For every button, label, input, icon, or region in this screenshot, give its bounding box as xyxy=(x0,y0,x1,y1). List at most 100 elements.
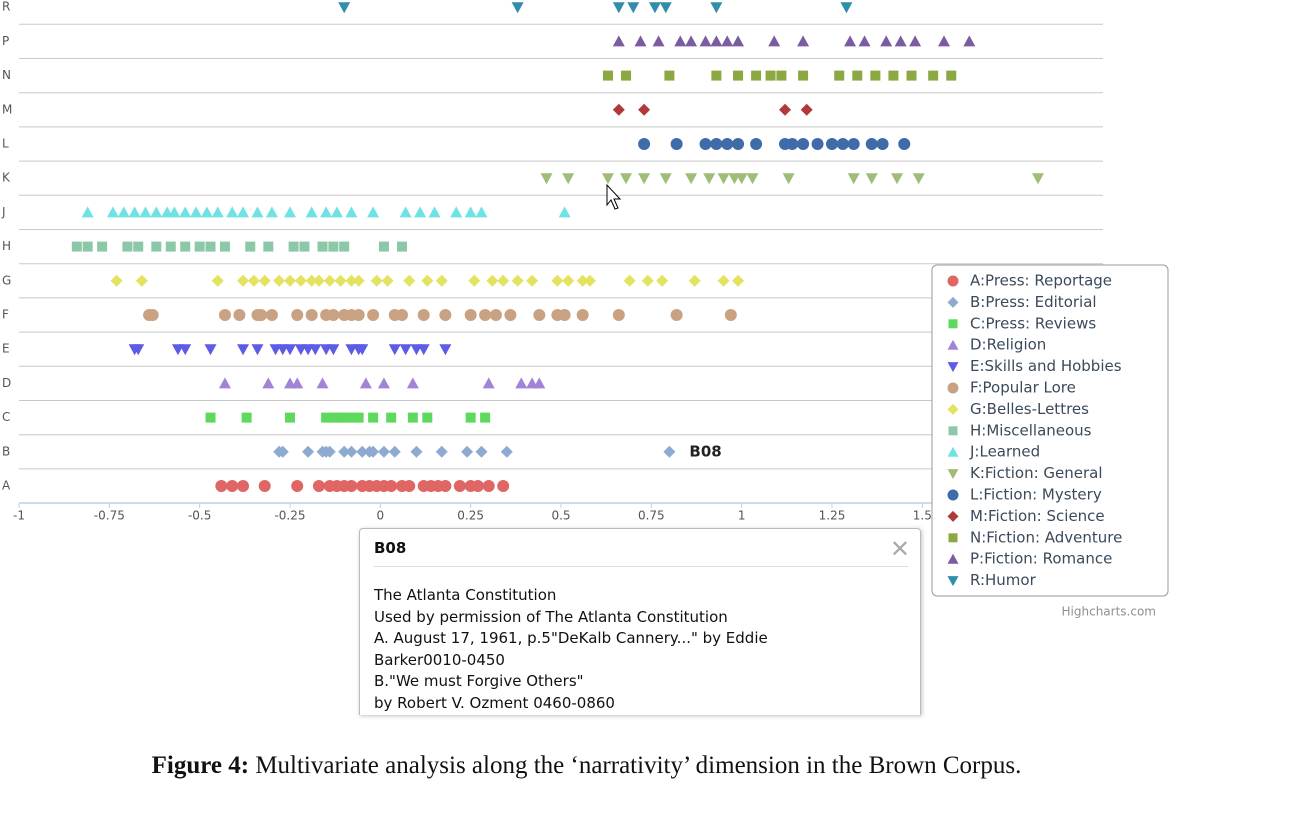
data-point[interactable] xyxy=(735,173,748,185)
data-point[interactable] xyxy=(97,241,108,252)
data-point[interactable] xyxy=(558,309,571,321)
data-point[interactable] xyxy=(797,35,810,47)
data-point[interactable] xyxy=(435,274,448,287)
data-point[interactable] xyxy=(717,274,730,287)
data-point[interactable] xyxy=(450,206,463,218)
data-point[interactable] xyxy=(562,274,575,287)
data-point[interactable] xyxy=(428,206,441,218)
data-point[interactable] xyxy=(284,274,296,287)
data-point[interactable] xyxy=(179,206,192,218)
data-point[interactable] xyxy=(500,445,513,458)
data-point[interactable] xyxy=(417,344,430,356)
data-point[interactable] xyxy=(399,344,412,356)
data-point[interactable] xyxy=(894,35,907,47)
data-point[interactable] xyxy=(334,274,347,287)
data-point[interactable] xyxy=(515,377,528,389)
data-point[interactable] xyxy=(468,274,481,287)
data-point[interactable] xyxy=(377,445,390,458)
data-point[interactable] xyxy=(826,138,838,150)
data-point[interactable] xyxy=(721,138,734,150)
data-point[interactable] xyxy=(558,206,571,218)
data-point[interactable] xyxy=(285,412,295,423)
legend-label[interactable]: K:Fiction: General xyxy=(970,464,1103,482)
data-point[interactable] xyxy=(359,377,372,389)
legend-label[interactable]: E:Skills and Hobbies xyxy=(970,357,1122,375)
data-point[interactable] xyxy=(865,173,878,185)
data-point[interactable] xyxy=(82,241,93,252)
data-point[interactable] xyxy=(699,35,712,47)
data-point[interactable] xyxy=(368,412,379,423)
data-point[interactable] xyxy=(284,206,296,218)
data-point[interactable] xyxy=(345,274,358,287)
data-point[interactable] xyxy=(251,206,264,218)
data-point[interactable] xyxy=(219,241,230,252)
data-point[interactable] xyxy=(352,309,365,321)
data-point[interactable] xyxy=(721,35,734,47)
data-point[interactable] xyxy=(504,309,517,321)
data-point[interactable] xyxy=(685,35,698,47)
data-point[interactable] xyxy=(703,173,716,185)
data-point[interactable] xyxy=(338,2,351,14)
data-point[interactable] xyxy=(533,309,546,321)
data-point[interactable] xyxy=(439,480,452,492)
data-point[interactable] xyxy=(634,35,647,47)
data-point[interactable] xyxy=(786,138,799,150)
legend-label[interactable]: A:Press: Reportage xyxy=(970,272,1112,290)
data-point[interactable] xyxy=(751,70,762,81)
data-point[interactable] xyxy=(471,480,484,492)
data-point[interactable] xyxy=(291,480,304,492)
data-point[interactable] xyxy=(797,138,810,150)
data-point[interactable] xyxy=(840,2,853,14)
data-point[interactable] xyxy=(623,274,636,287)
data-point[interactable] xyxy=(663,445,676,458)
data-point[interactable] xyxy=(323,445,336,458)
data-point[interactable] xyxy=(711,70,722,81)
data-point[interactable] xyxy=(421,274,434,287)
data-point[interactable] xyxy=(339,412,350,423)
data-point[interactable] xyxy=(139,206,152,218)
legend-label[interactable]: G:Belles-Lettres xyxy=(970,400,1089,418)
data-point[interactable] xyxy=(880,35,893,47)
data-point[interactable] xyxy=(367,309,380,321)
data-point[interactable] xyxy=(370,274,383,287)
data-point[interactable] xyxy=(258,480,271,492)
data-point[interactable] xyxy=(670,309,683,321)
data-point[interactable] xyxy=(601,173,614,185)
data-point[interactable] xyxy=(330,206,343,218)
data-point[interactable] xyxy=(237,344,250,356)
data-point[interactable] xyxy=(388,445,401,458)
data-point[interactable] xyxy=(724,309,737,321)
data-point[interactable] xyxy=(576,309,589,321)
data-point[interactable] xyxy=(482,480,495,492)
data-point[interactable] xyxy=(648,2,661,14)
data-point[interactable] xyxy=(168,206,181,218)
legend-label[interactable]: J:Learned xyxy=(969,443,1040,461)
data-point[interactable] xyxy=(327,344,340,356)
data-point[interactable] xyxy=(659,2,672,14)
data-point[interactable] xyxy=(211,206,224,218)
data-point[interactable] xyxy=(245,241,256,252)
data-point[interactable] xyxy=(128,206,141,218)
data-point[interactable] xyxy=(627,2,640,14)
legend-label[interactable]: R:Humor xyxy=(970,571,1037,589)
data-point[interactable] xyxy=(732,138,745,150)
data-point[interactable] xyxy=(215,480,228,492)
data-point[interactable] xyxy=(422,412,433,423)
data-point[interactable] xyxy=(847,138,860,150)
data-point[interactable] xyxy=(309,344,322,356)
data-point[interactable] xyxy=(497,480,510,492)
data-point[interactable] xyxy=(674,35,687,47)
data-point[interactable] xyxy=(316,377,329,389)
data-point[interactable] xyxy=(621,70,632,81)
data-point[interactable] xyxy=(479,309,492,321)
data-point[interactable] xyxy=(305,274,318,287)
data-point[interactable] xyxy=(583,274,596,287)
data-point[interactable] xyxy=(732,274,745,287)
data-point[interactable] xyxy=(385,480,398,492)
data-point[interactable] xyxy=(946,70,957,81)
data-point[interactable] xyxy=(381,274,394,287)
data-point[interactable] xyxy=(233,309,246,321)
data-point[interactable] xyxy=(540,173,553,185)
data-point[interactable] xyxy=(305,206,318,218)
data-point[interactable] xyxy=(204,344,217,356)
